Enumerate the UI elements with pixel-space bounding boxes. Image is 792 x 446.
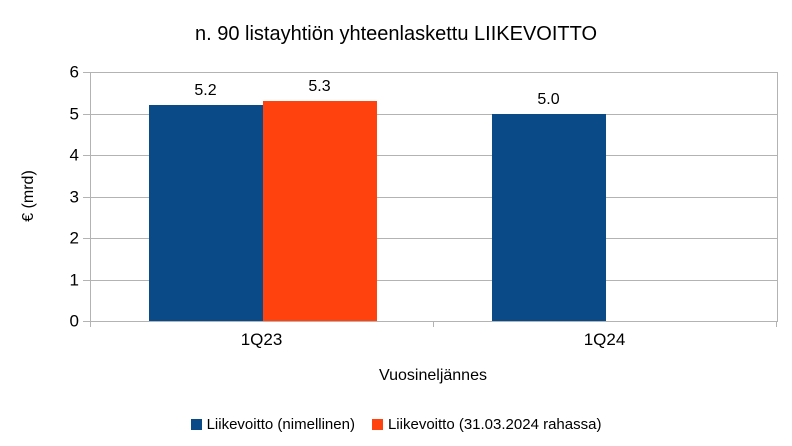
x-axis-tick: [776, 322, 777, 327]
gridline: [91, 279, 777, 281]
x-axis-title: Vuosineljännes: [379, 367, 487, 384]
y-tick-label: 5: [69, 104, 79, 123]
x-axis-tick: [90, 322, 91, 327]
y-tick-label: 3: [69, 187, 79, 206]
legend-swatch: [371, 419, 383, 430]
bar: [262, 101, 377, 321]
y-tick-label: 1: [69, 270, 79, 289]
gridline: [91, 155, 777, 156]
y-axis-tick: [83, 238, 90, 239]
legend-label: Liikevoitto (nimellinen): [206, 416, 355, 433]
chart-title: n. 90 listayhtiön yhteenlaskettu LIIKEVO…: [194, 23, 598, 45]
bar: [491, 113, 606, 321]
gridline: [91, 72, 777, 73]
legend-label: Liikevoitto (31.03.2024 rahassa): [387, 416, 602, 433]
legend-entry: Liikevoitto (nimellinen): [190, 416, 355, 433]
y-tick-label: 6: [69, 62, 79, 82]
bar-value-label: 5.2: [194, 82, 217, 100]
y-axis-tick: [83, 321, 90, 322]
y-axis-tick: [83, 72, 90, 73]
bar-value-label: 5.0: [537, 90, 560, 108]
y-tick-label: 4: [69, 145, 79, 165]
y-tick-label: 0: [69, 311, 79, 331]
bar-value-label: 5.3: [308, 78, 331, 96]
y-axis-tick: [83, 279, 90, 281]
x-axis-tick: [433, 322, 434, 327]
legend: Liikevoitto (nimellinen) Liikevoitto (31.…: [0, 416, 792, 433]
legend-swatch: [190, 419, 202, 430]
y-axis-tick: [83, 196, 90, 198]
y-tick-label: 2: [69, 228, 79, 248]
y-axis-tick: [83, 113, 90, 115]
plot-area: 5.2 5.3 5.0: [90, 72, 778, 322]
y-axis-tick: [83, 155, 90, 156]
bar: [148, 105, 263, 321]
gridline: [91, 113, 777, 115]
gridline: [91, 238, 777, 239]
gridline: [91, 196, 777, 198]
legend-entry: Liikevoitto (31.03.2024 rahassa): [371, 416, 602, 433]
x-tick-label: 1Q23: [240, 330, 283, 349]
x-tick-label: 1Q24: [583, 330, 626, 349]
